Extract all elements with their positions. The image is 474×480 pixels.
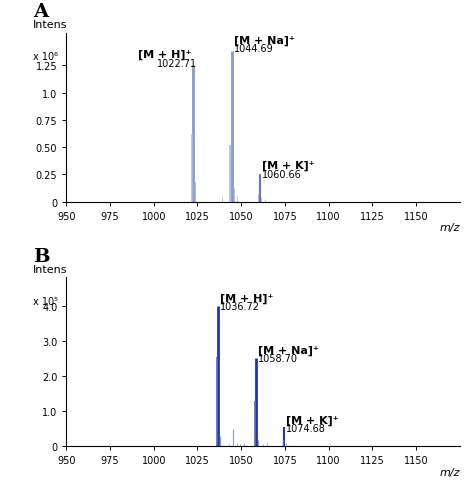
Text: [M + H]⁺: [M + H]⁺ xyxy=(138,49,192,60)
X-axis label: m/z: m/z xyxy=(439,222,460,232)
Text: [M + H]⁺: [M + H]⁺ xyxy=(220,293,273,303)
Text: Intens: Intens xyxy=(33,20,67,30)
Text: 1036.72: 1036.72 xyxy=(220,301,260,311)
Text: 1074.68: 1074.68 xyxy=(286,423,326,432)
Text: [M + K]⁺: [M + K]⁺ xyxy=(286,415,339,425)
Text: 1058.70: 1058.70 xyxy=(258,353,298,363)
Text: [M + K]⁺: [M + K]⁺ xyxy=(262,160,314,170)
Text: A: A xyxy=(33,3,48,21)
Text: x 10⁵: x 10⁵ xyxy=(33,297,58,306)
Text: B: B xyxy=(33,248,50,265)
Text: [M + Na]⁺: [M + Na]⁺ xyxy=(234,36,294,46)
Text: 1022.71: 1022.71 xyxy=(157,59,197,68)
Text: 1060.66: 1060.66 xyxy=(262,169,301,179)
Text: x 10⁶: x 10⁶ xyxy=(33,52,58,62)
Text: 1044.69: 1044.69 xyxy=(234,44,273,54)
Text: [M + Na]⁺: [M + Na]⁺ xyxy=(258,345,319,355)
X-axis label: m/z: m/z xyxy=(439,467,460,477)
Text: Intens: Intens xyxy=(33,264,67,275)
